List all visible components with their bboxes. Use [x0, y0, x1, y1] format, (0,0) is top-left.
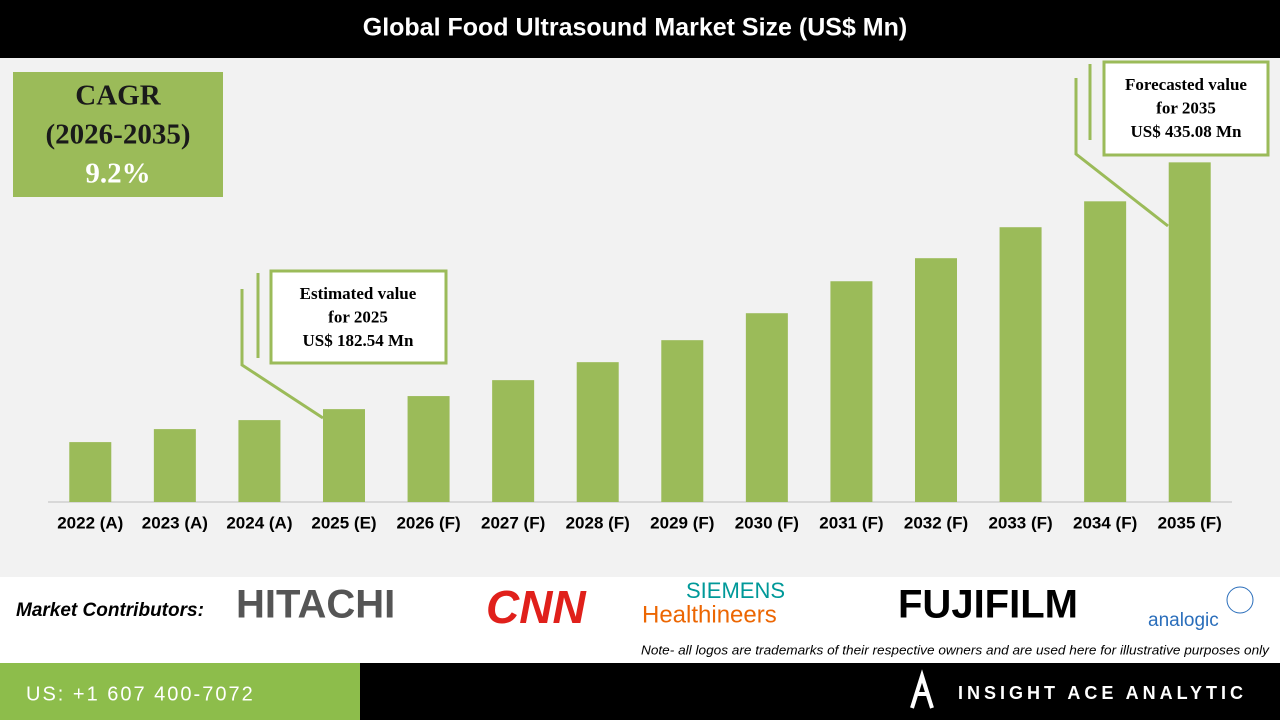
x-tick-label: 2027 (F) [481, 513, 545, 532]
logo: FUJIFILM [898, 583, 1078, 627]
bar [153, 429, 196, 502]
x-tick-label: 2024 (A) [226, 513, 292, 532]
cagr-value: 9.2% [85, 158, 150, 190]
header-bar [0, 0, 1280, 58]
bar [915, 258, 957, 502]
x-tick-label: 2029 (F) [650, 513, 714, 532]
annotation-box [269, 269, 448, 365]
annotation-text: for 2035 [1156, 98, 1216, 117]
connector [1074, 78, 1169, 228]
logo: analogic [1148, 610, 1219, 631]
logo: HITACHI [236, 583, 395, 627]
x-tick-label: 2023 (A) [142, 513, 208, 532]
bar [492, 380, 535, 502]
cagr-label: CAGR [75, 80, 161, 112]
annotation-text: Forecasted value [1125, 75, 1247, 94]
phone-box [0, 663, 360, 720]
connector [240, 289, 324, 420]
annotation-text: for 2025 [328, 307, 388, 326]
x-tick-label: 2022 (A) [57, 513, 123, 532]
brand: INSIGHT ACE ANALYTIC [958, 683, 1247, 703]
x-tick-label: 2034 (F) [1073, 513, 1137, 532]
logo: Healthineers [642, 601, 777, 628]
contributors-label: Market Contributors: [16, 600, 204, 621]
cagr-box [13, 72, 223, 197]
bar [69, 442, 112, 502]
x-tick-label: 2025 (E) [311, 513, 376, 532]
x-tick-label: 2032 (F) [904, 513, 968, 532]
bar [1084, 201, 1127, 502]
phone: US: +1 607 400-7072 [26, 683, 255, 705]
x-tick-label: 2031 (F) [819, 513, 883, 532]
x-tick-label: 2030 (F) [735, 513, 799, 532]
bar [576, 362, 619, 502]
bar [1168, 162, 1211, 502]
brand-logo [910, 669, 934, 709]
bar [999, 227, 1042, 502]
bar [661, 340, 704, 502]
cagr-period: (2026-2035) [46, 119, 191, 151]
bar [830, 281, 873, 502]
note: Note- all logos are trademarks of their … [641, 642, 1271, 657]
contributors-band [0, 577, 1280, 663]
bar [323, 409, 365, 502]
annotation-text: US$ 435.08 Mn [1131, 122, 1243, 141]
x-tick-label: 2028 (F) [566, 513, 630, 532]
annotation-text: Estimated value [300, 284, 417, 303]
bar [238, 420, 281, 502]
logo-mark [1226, 586, 1254, 614]
logo: SIEMENS [686, 578, 785, 603]
bar [407, 396, 450, 502]
x-tick-label: 2035 (F) [1158, 513, 1222, 532]
annotation-connectors [240, 64, 1169, 420]
annotation-text: US$ 182.54 Mn [303, 331, 415, 350]
x-tick-label: 2033 (F) [988, 513, 1052, 532]
logo: CNN [486, 581, 586, 633]
bar [745, 313, 788, 502]
annotation-box [1102, 60, 1270, 157]
chart-title: Global Food Ultrasound Market Size (US$ … [363, 14, 907, 42]
x-tick-label: 2026 (F) [396, 513, 460, 532]
